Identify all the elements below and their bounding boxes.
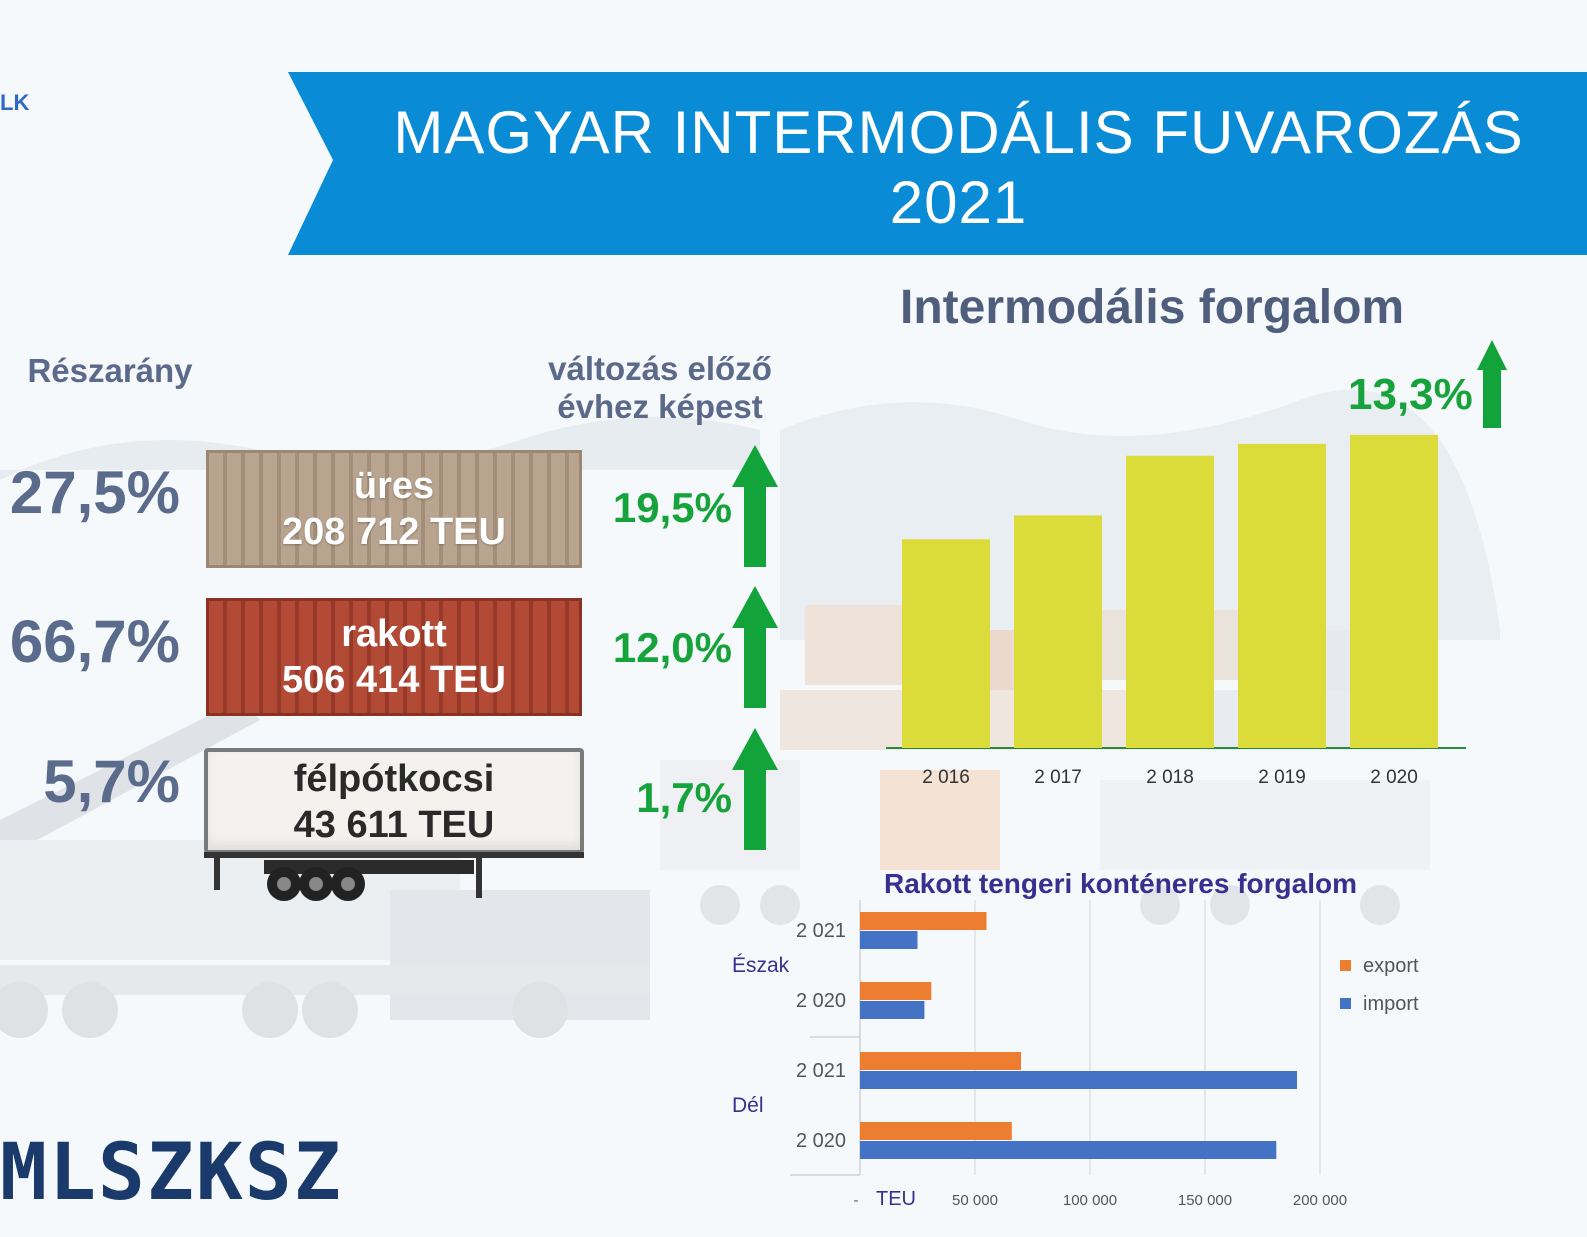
- trailer-label: félpótkocsi: [293, 758, 495, 800]
- intermodal-chart-title: Intermodális forgalom: [900, 281, 1405, 334]
- x-tick-label: -: [854, 1192, 859, 1209]
- trailer-value: 43 611 TEU: [293, 804, 495, 846]
- legend-label: import: [1363, 993, 1419, 1015]
- share-trailer: 5,7%: [43, 748, 180, 815]
- import-bar: [860, 1071, 1297, 1089]
- share-loaded: 66,7%: [9, 608, 180, 675]
- up-arrow-icon: [732, 728, 778, 850]
- container-loaded-value: 506 414 TEU: [282, 659, 506, 701]
- export-bar: [860, 1122, 1012, 1140]
- trailer-box: félpótkocsi 43 611 TEU: [204, 748, 584, 854]
- x-tick-label: 2 019: [1258, 767, 1306, 788]
- year-label: 2 020: [796, 990, 846, 1012]
- x-tick-label: 200 000: [1293, 1192, 1347, 1209]
- change-empty: 19,5%: [612, 484, 732, 531]
- container-loaded-label: rakott: [341, 613, 447, 655]
- up-arrow-icon: [732, 586, 778, 708]
- year-label: 2 020: [796, 1130, 846, 1152]
- x-tick-label: 2 017: [1034, 767, 1082, 788]
- share-heading: Részarány: [27, 352, 193, 389]
- change-heading: változás előző évhez képest: [520, 350, 800, 426]
- page-title-line2: 2021: [889, 169, 1028, 236]
- intermodal-bar-chart: 2 016 2 017 2 018 2 019 2 020: [886, 434, 1466, 788]
- change-heading-line1: változás előző: [548, 350, 772, 387]
- group-label: Észak: [732, 954, 790, 977]
- x-tick-label: 2 016: [922, 767, 970, 788]
- change-loaded: 12,0%: [612, 624, 732, 671]
- header-banner: [288, 72, 1587, 255]
- legend-label: export: [1363, 955, 1419, 977]
- export-bar: [860, 1052, 1021, 1070]
- group-label: Dél: [732, 1094, 764, 1117]
- change-trailer: 1,7%: [636, 774, 732, 821]
- legend-swatch: [1340, 998, 1351, 1009]
- logo: MLSZKSZ: [0, 1128, 343, 1218]
- seaborne-bar-chart: Észak 2 021 2 020 Dél 2 021 2 020 - 50 000 100 0…: [732, 900, 1419, 1210]
- page-title-line1: MAGYAR INTERMODÁLIS FUVAROZÁS: [393, 99, 1524, 166]
- x-tick-label: 2 020: [1370, 767, 1418, 788]
- import-bar: [860, 931, 918, 949]
- bar-3: [1238, 443, 1326, 748]
- seaborne-chart-title: Rakott tengeri konténeres forgalom: [884, 868, 1357, 899]
- intermodal-growth-value: 13,3%: [1348, 370, 1473, 419]
- import-bar: [860, 1141, 1277, 1159]
- export-bar: [860, 982, 932, 1000]
- trailer-chassis-icon: [204, 852, 584, 901]
- bar-4: [1350, 434, 1438, 748]
- bar-2: [1126, 455, 1214, 748]
- x-tick-label: 50 000: [952, 1192, 998, 1209]
- container-empty: üres 208 712 TEU: [206, 450, 582, 568]
- legend-swatch: [1340, 960, 1351, 971]
- up-arrow-icon: [1477, 340, 1507, 428]
- x-tick-label: 100 000: [1063, 1192, 1117, 1209]
- change-heading-line2: évhez képest: [557, 388, 763, 425]
- container-loaded: rakott 506 414 TEU: [206, 598, 582, 716]
- x-tick-label: 150 000: [1178, 1192, 1232, 1209]
- share-empty: 27,5%: [9, 459, 180, 526]
- x-tick-label: 2 018: [1146, 767, 1194, 788]
- container-empty-value: 208 712 TEU: [282, 511, 506, 553]
- corner-fragment-text: LK: [0, 90, 30, 115]
- x-axis-label: TEU: [876, 1188, 916, 1210]
- container-empty-label: üres: [353, 465, 435, 507]
- bar-1: [1014, 515, 1102, 748]
- import-bar: [860, 1001, 925, 1019]
- year-label: 2 021: [796, 920, 846, 942]
- export-bar: [860, 912, 987, 930]
- up-arrow-icon: [732, 445, 778, 567]
- banner-shape: [288, 72, 1587, 255]
- bar-0: [902, 539, 990, 748]
- year-label: 2 021: [796, 1060, 846, 1082]
